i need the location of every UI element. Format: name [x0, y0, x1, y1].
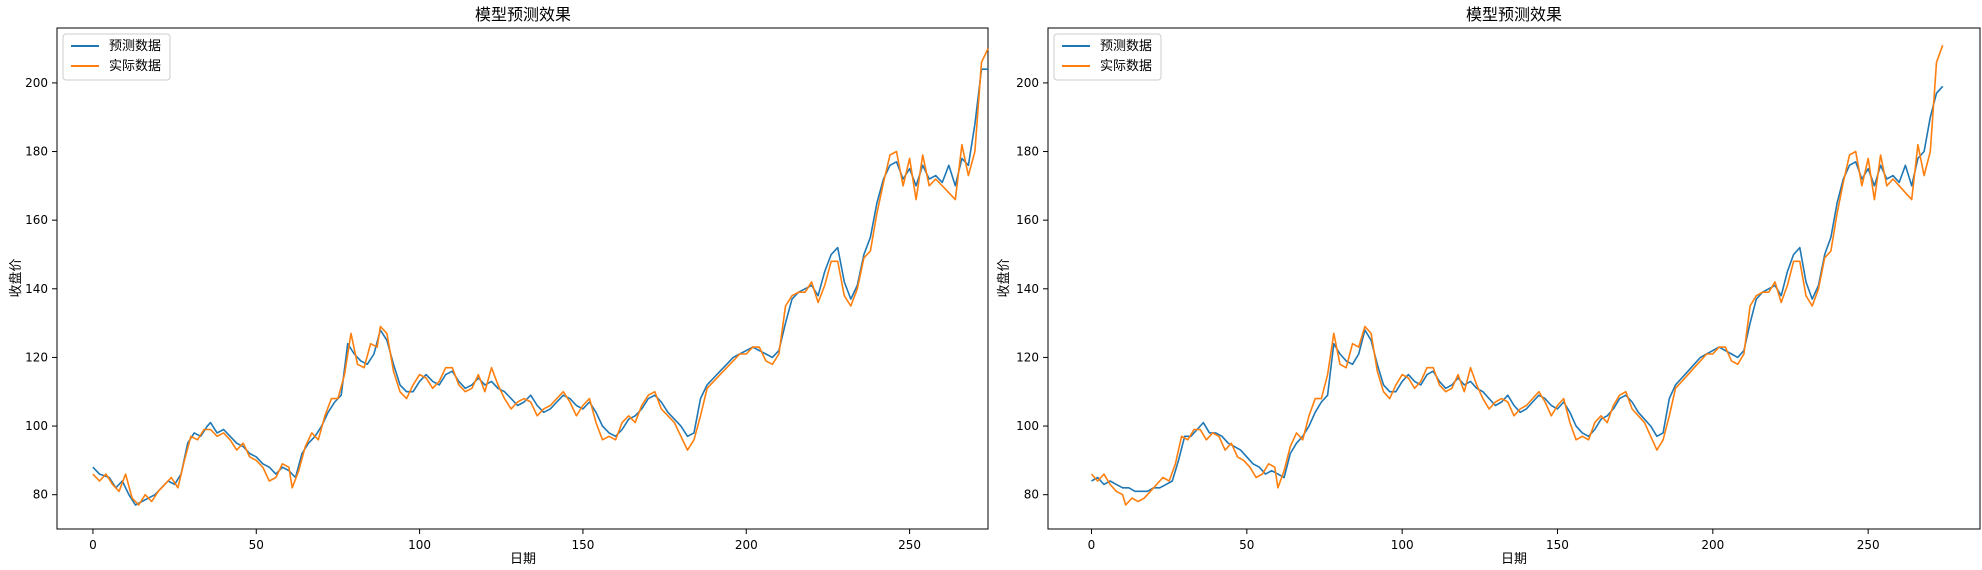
chart-right-lines [1090, 44, 1944, 506]
chart-left-xtick-label-0: 0 [89, 538, 97, 552]
chart-left-title: 模型预测效果 [475, 5, 571, 24]
chart-right-ytick-label-3: 140 [1016, 282, 1039, 296]
chart-left-ytick-label-4: 160 [25, 213, 48, 227]
chart-left-plot-frame [56, 27, 989, 530]
chart-left-xlabel: 日期 [510, 552, 536, 567]
chart-right-xtick-label-5: 250 [1857, 538, 1880, 552]
chart-left-ytick-label-0: 80 [33, 488, 48, 502]
chart-right-ticks: 0 50 100 150 200 250 80 100 120 140 160 180 200 [1016, 76, 1880, 552]
chart-left-ytick-label-5: 180 [25, 145, 48, 159]
chart-left-ytick-label-1: 100 [25, 419, 48, 433]
chart-left-legend: 预测数据 实际数据 [62, 33, 171, 81]
chart-right-xtick-label-4: 200 [1701, 538, 1724, 552]
chart-right-ytick-label-0: 80 [1024, 488, 1039, 502]
chart-right-ytick-label-1: 100 [1016, 419, 1039, 433]
chart-left-ylabel: 收盘价 [8, 258, 24, 297]
chart-left-xtick-label-2: 100 [408, 538, 431, 552]
chart-left-ticks: 0 50 100 150 200 250 80 100 120 140 160 180 200 [25, 76, 921, 552]
chart-right-series-line-2 [1090, 44, 1944, 506]
chart-left-ytick-label-6: 200 [25, 76, 48, 90]
chart-left-legend-label-1: 预测数据 [109, 39, 161, 54]
chart-left: 模型预测效果 0 50 100 150 200 250 80 100 120 140 160 180 2… [8, 5, 989, 567]
chart-right-legend-label-2: 实际数据 [1100, 59, 1152, 74]
chart-left-xtick-label-1: 50 [249, 538, 264, 552]
chart-right-title: 模型预测效果 [1466, 5, 1562, 24]
chart-left-xtick-label-5: 250 [898, 538, 921, 552]
chart-right-xlabel: 日期 [1501, 552, 1527, 567]
chart-right-xtick-label-1: 50 [1239, 538, 1254, 552]
chart-right-ytick-label-4: 160 [1016, 213, 1039, 227]
chart-left-xtick-label-3: 150 [571, 538, 594, 552]
chart-right-ytick-label-5: 180 [1016, 145, 1039, 159]
chart-left-ytick-label-3: 140 [25, 282, 48, 296]
chart-right-ylabel: 收盘价 [996, 258, 1012, 297]
chart-right: 模型预测效果 0 50 100 150 200 250 80 100 120 140 160 180 2… [996, 5, 1981, 567]
chart-right-xtick-label-2: 100 [1391, 538, 1414, 552]
chart-left-series-line-2 [92, 48, 989, 506]
chart-right-plot-frame [1047, 27, 1981, 530]
chart-left-legend-label-2: 实际数据 [109, 59, 161, 74]
chart-left-xtick-label-4: 200 [735, 538, 758, 552]
chart-right-legend-label-1: 预测数据 [1100, 39, 1152, 54]
chart-right-ytick-label-2: 120 [1016, 350, 1039, 364]
chart-right-legend: 预测数据 实际数据 [1053, 33, 1162, 81]
chart-left-lines [92, 48, 989, 506]
chart-left-ytick-label-2: 120 [25, 350, 48, 364]
chart-left-series-line-1 [92, 68, 988, 506]
chart-right-xtick-label-3: 150 [1546, 538, 1569, 552]
chart-right-xtick-label-0: 0 [1088, 538, 1096, 552]
chart-right-ytick-label-6: 200 [1016, 76, 1039, 90]
